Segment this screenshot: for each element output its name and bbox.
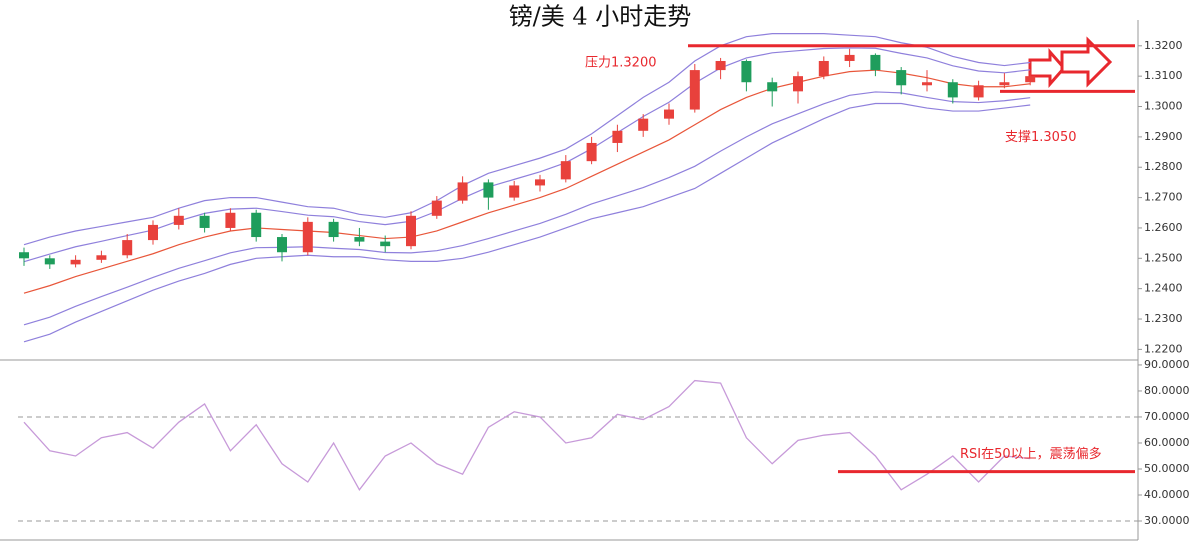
y-tick-label: 1.2500 <box>1144 251 1183 264</box>
y-tick-label: 1.2900 <box>1144 130 1183 143</box>
y-tick-label: 1.3200 <box>1144 39 1183 52</box>
arrow <box>1060 36 1113 88</box>
candle-body <box>535 179 545 186</box>
candle-body <box>715 60 726 71</box>
candle-body <box>664 109 674 119</box>
band-line <box>23 33 1031 246</box>
y-tick-label: 60.0000 <box>1144 436 1190 449</box>
y-tick-label: 1.3000 <box>1144 100 1183 113</box>
candle-body <box>999 82 1010 86</box>
candle-body <box>973 85 984 98</box>
annotation: 压力1.3200 <box>585 55 657 70</box>
candle-body <box>96 255 107 260</box>
y-tick-label: 1.2700 <box>1144 191 1183 204</box>
candle-body <box>638 118 649 131</box>
annotation: RSI在50以上，震荡偏多 <box>960 446 1102 462</box>
y-tick-label: 1.2200 <box>1144 342 1183 355</box>
y-tick-label: 1.3100 <box>1144 69 1183 82</box>
candle-body <box>354 237 365 242</box>
annotation: 支撑1.3050 <box>1005 130 1077 145</box>
candle-body <box>44 258 55 265</box>
y-tick-label: 70.0000 <box>1144 410 1190 423</box>
band-line <box>23 69 1031 294</box>
band-line <box>23 102 1031 343</box>
rsi-line <box>23 379 1031 491</box>
y-tick-label: 1.2600 <box>1144 221 1183 234</box>
y-tick-label: 1.2400 <box>1144 282 1183 295</box>
candle-body <box>457 182 468 201</box>
candle-body <box>19 252 29 259</box>
chart-title: 镑/美 4 小时走势 <box>509 3 692 31</box>
arrow <box>1028 48 1066 88</box>
candle-body <box>199 215 210 228</box>
candle-body <box>844 54 855 61</box>
candle-body <box>277 237 287 253</box>
candle-body <box>251 212 262 238</box>
candle-body <box>122 240 133 256</box>
candle-body <box>302 221 313 253</box>
candle-body <box>818 60 829 77</box>
y-tick-label: 40.0000 <box>1144 488 1190 501</box>
candle-body <box>947 82 958 98</box>
candle-body <box>328 221 339 238</box>
candle-body <box>560 161 571 180</box>
candle-body <box>380 241 391 247</box>
band-line <box>23 91 1031 326</box>
y-tick-label: 30.0000 <box>1144 514 1190 527</box>
candle-body <box>173 215 184 225</box>
candle-body <box>741 60 752 83</box>
candle-body <box>689 70 700 110</box>
candle-body <box>148 224 158 241</box>
candle-body <box>483 182 494 198</box>
candle-body <box>1025 76 1036 83</box>
candle-body <box>431 200 442 216</box>
candle-body <box>70 259 81 265</box>
candle-body <box>406 215 416 247</box>
candle-body <box>586 142 597 162</box>
y-tick-label: 1.2300 <box>1144 312 1183 325</box>
candle-body <box>870 54 881 71</box>
candle-body <box>922 82 932 86</box>
arrows <box>1028 36 1113 88</box>
y-tick-label: 50.0000 <box>1144 462 1190 475</box>
candle-body <box>896 70 907 86</box>
candle-body <box>612 130 623 143</box>
y-tick-label: 80.0000 <box>1144 384 1190 397</box>
candle-body <box>225 212 236 228</box>
candle-body <box>509 185 520 198</box>
candle-body <box>793 76 803 92</box>
y-tick-label: 90.0000 <box>1144 358 1190 371</box>
candle-body <box>767 82 778 92</box>
band-line <box>23 47 1031 263</box>
y-tick-label: 1.2800 <box>1144 160 1183 173</box>
